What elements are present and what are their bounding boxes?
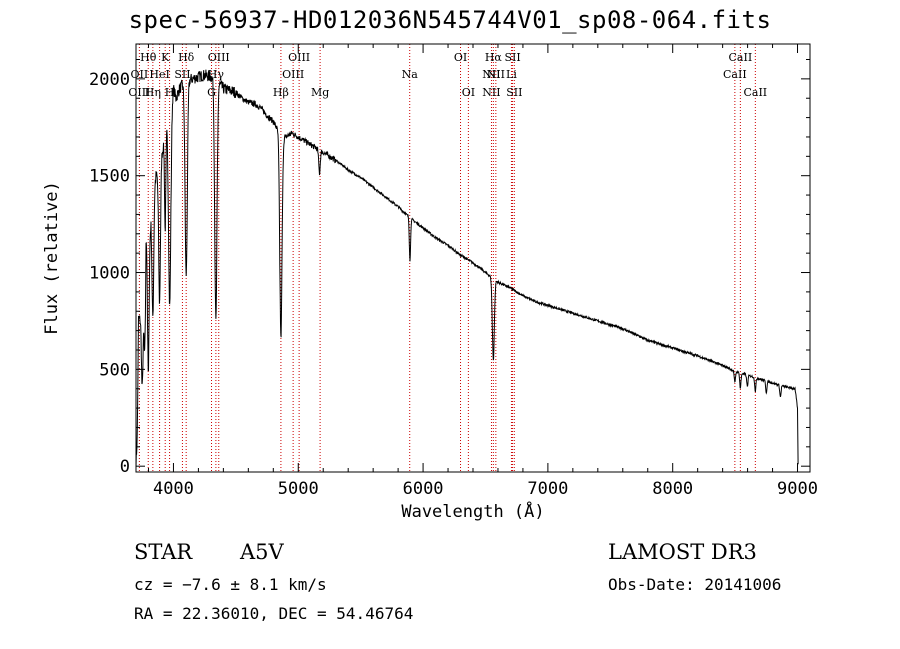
line-marker-label: G: [207, 86, 216, 99]
line-marker-label: OI: [454, 51, 467, 64]
y-axis-ticks: 0 500 1000 1500 2000: [89, 58, 810, 477]
plot-frame: [135, 43, 811, 473]
line-marker-label: SII: [506, 86, 522, 99]
x-tick-label: 9000: [777, 479, 818, 499]
observation-date: Obs-Date: 20141006: [608, 575, 782, 594]
line-marker-label: Na: [402, 68, 419, 81]
spectrum-line: [135, 69, 799, 469]
y-tick-label: 2000: [89, 70, 130, 90]
survey-name: LAMOST DR3: [608, 540, 757, 564]
y-axis-label: Flux (relative): [42, 181, 62, 335]
y-tick-label: 500: [99, 360, 130, 380]
line-marker-label: Hδ: [178, 51, 195, 64]
line-marker-label: NII: [482, 86, 500, 99]
line-marker-label: H: [165, 86, 175, 99]
coordinates: RA = 22.36010, DEC = 54.46764: [134, 604, 414, 623]
line-marker-label: Hα: [485, 51, 503, 64]
line-marker-label: OIII: [128, 86, 150, 99]
line-marker-label: OIII: [282, 68, 304, 81]
line-marker-label: NII: [487, 68, 505, 81]
line-marker-label: Hη: [145, 86, 161, 99]
x-axis-ticks: 4000 5000 6000 7000 8000 9000: [147, 44, 818, 499]
line-marker-label: Hθ: [140, 51, 157, 64]
x-tick-label: 8000: [652, 479, 693, 499]
line-marker-label: Li: [506, 68, 517, 81]
y-tick-label: 1500: [89, 167, 130, 187]
line-marker-label: OI: [462, 86, 475, 99]
line-marker-label: CaII: [743, 86, 767, 99]
line-marker-label: OIII: [288, 51, 310, 64]
line-marker-label: Mg: [311, 86, 329, 99]
line-marker-label: K: [161, 51, 170, 64]
line-marker-label: SII: [174, 68, 190, 81]
line-marker-label: OII: [131, 68, 149, 81]
line-marker-label: Hβ: [273, 86, 289, 99]
y-tick-label: 1000: [89, 264, 130, 284]
line-marker-label: CaII: [723, 68, 747, 81]
x-tick-label: 6000: [403, 479, 444, 499]
chart-title: spec-56937-HD012036N545744V01_sp08-064.f…: [128, 6, 772, 34]
line-marker-label: NII: [482, 68, 500, 81]
redshift-info: cz = −7.6 ± 8.1 km/s: [134, 575, 327, 594]
y-tick-label: 0: [120, 457, 130, 477]
line-marker-label: SII: [504, 51, 520, 64]
object-type: STAR: [134, 540, 193, 564]
line-marker-label: HeI: [149, 68, 169, 81]
x-tick-label: 4000: [153, 479, 194, 499]
line-marker-label: CaII: [729, 51, 753, 64]
object-subclass: A5V: [240, 540, 284, 564]
x-tick-label: 7000: [527, 479, 568, 499]
x-tick-label: 5000: [278, 479, 319, 499]
line-marker-label: OIII: [208, 51, 230, 64]
spectral-line-markers: [138, 44, 756, 472]
x-axis-label: Wavelength (Å): [401, 500, 544, 522]
